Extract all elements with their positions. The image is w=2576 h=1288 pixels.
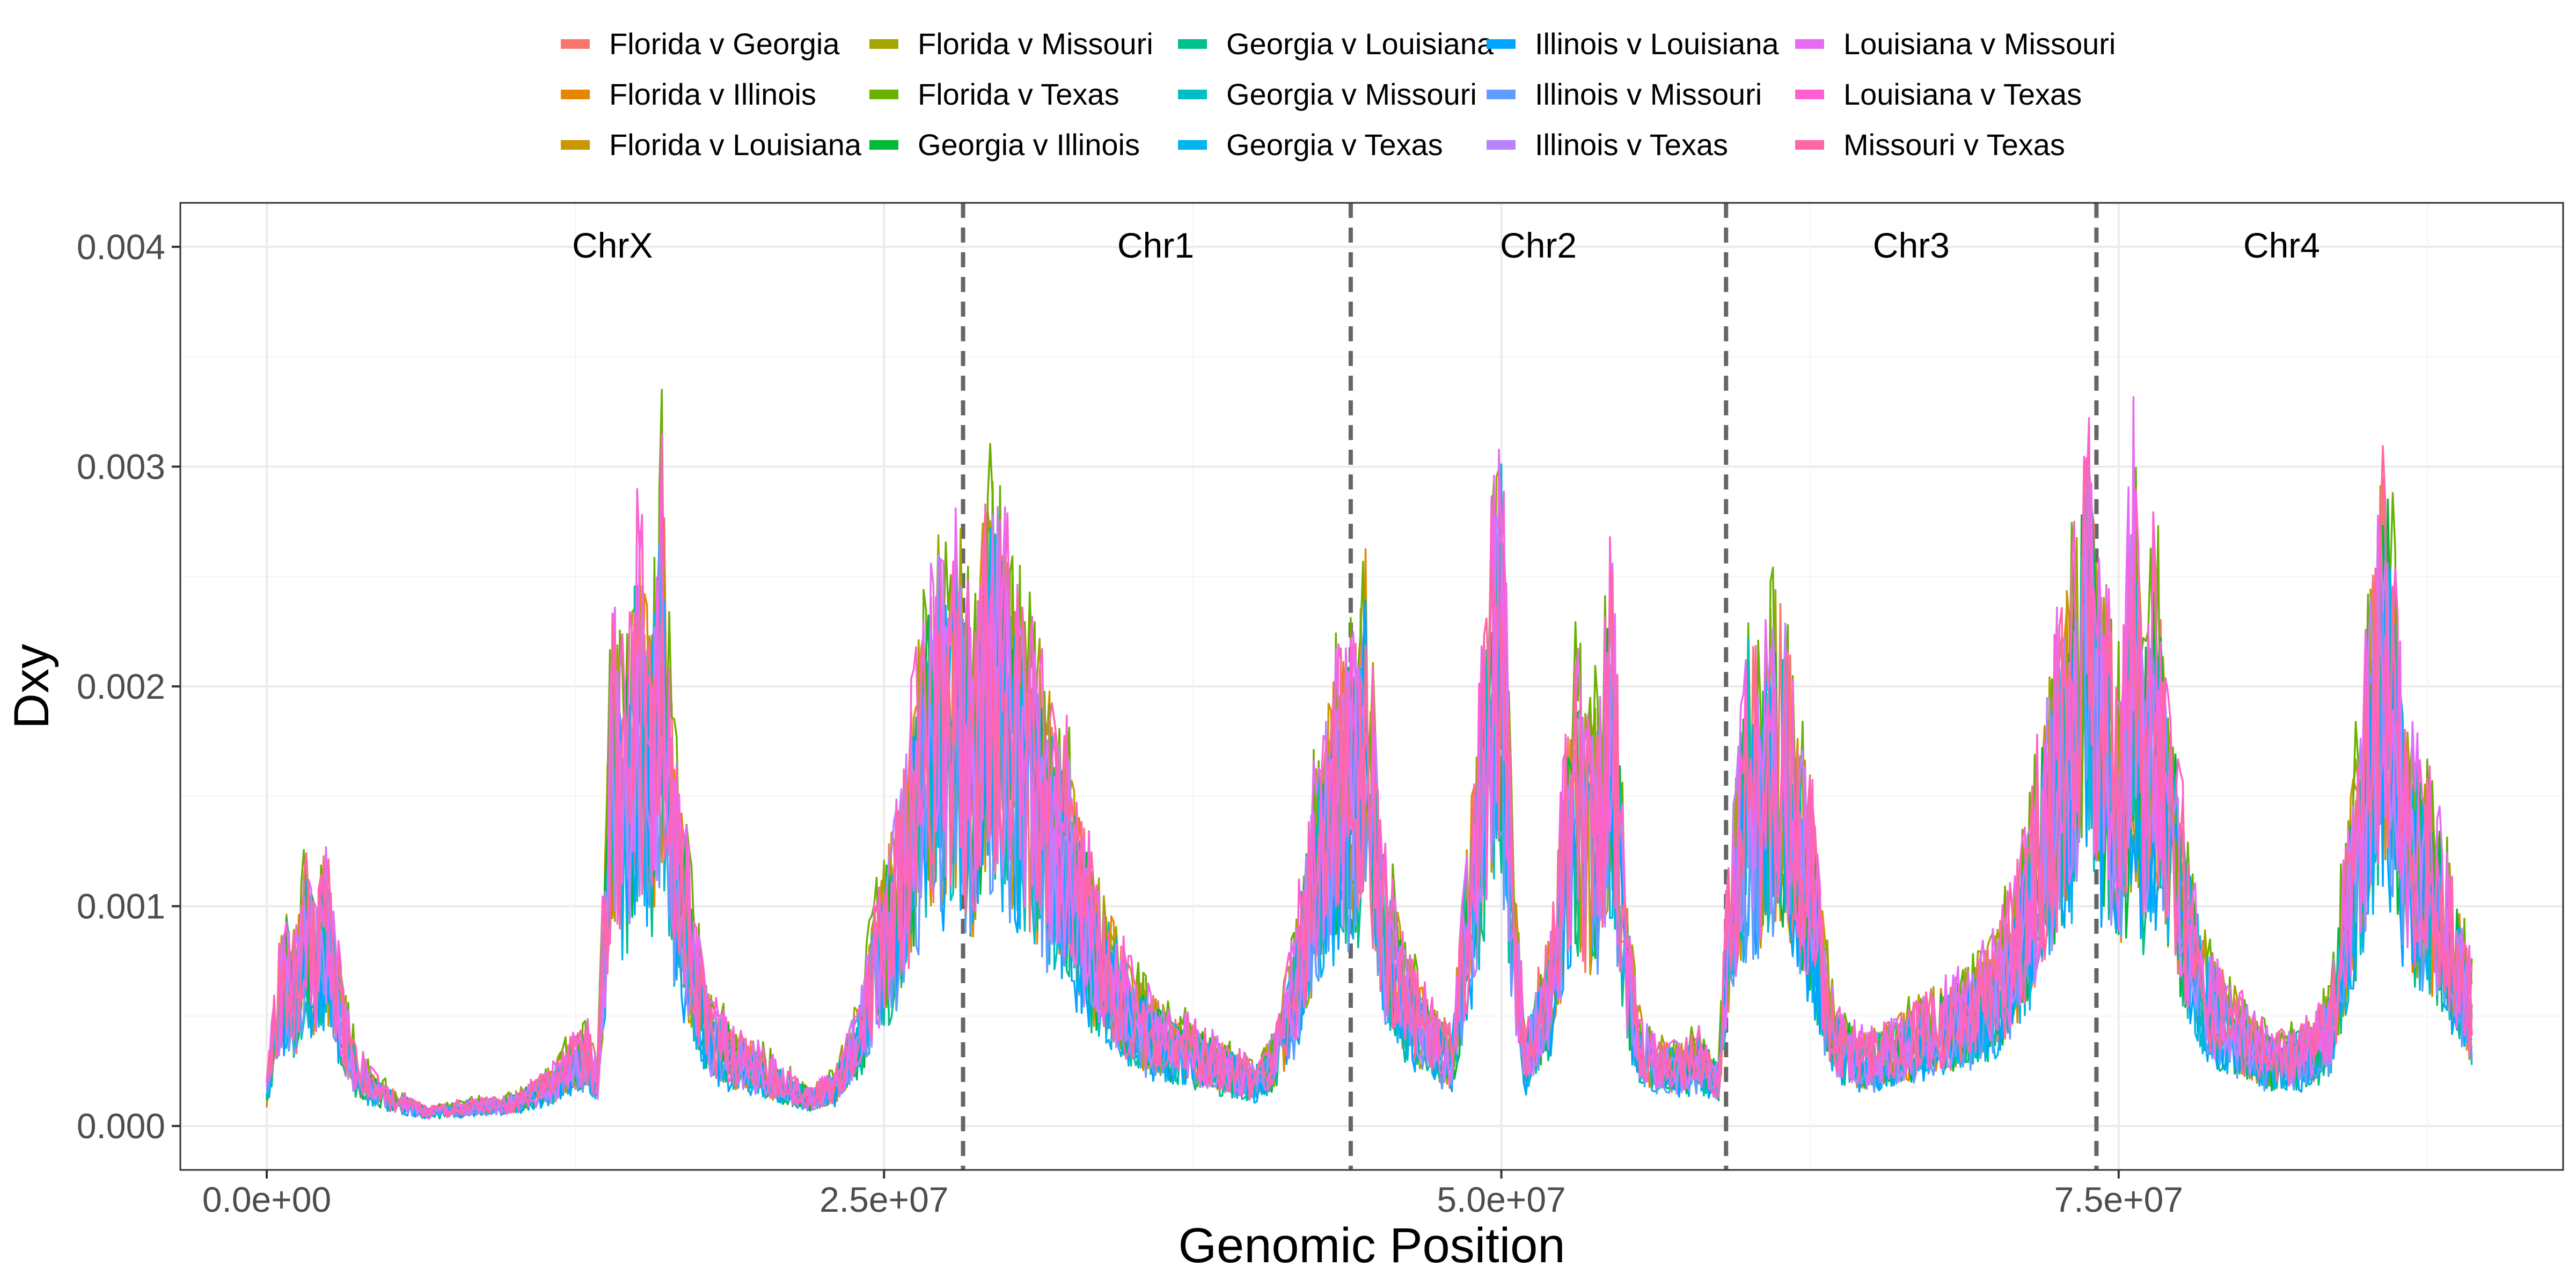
series-line bbox=[266, 445, 2473, 1118]
legend-label: Georgia v Texas bbox=[1226, 128, 1443, 162]
x-tick-label: 7.5e+07 bbox=[2054, 1180, 2183, 1219]
legend-label: Florida v Texas bbox=[918, 77, 1119, 111]
legend-item: Louisiana v Missouri bbox=[1795, 27, 2116, 61]
y-axis: 0.000 0.001 0.002 0.003 0.004 bbox=[77, 227, 180, 1146]
legend-item: Illinois v Louisiana bbox=[1487, 27, 1779, 61]
y-tick-label: 0.001 bbox=[77, 887, 165, 926]
legend-item: Georgia v Missouri bbox=[1178, 77, 1477, 111]
legend-item: Missouri v Texas bbox=[1795, 128, 2065, 162]
legend-label: Missouri v Texas bbox=[1843, 128, 2065, 162]
chromosome-labels: ChrX Chr1 Chr2 Chr3 Chr4 bbox=[572, 225, 2320, 265]
series-lines bbox=[266, 389, 2473, 1120]
chromosome-label: ChrX bbox=[572, 225, 653, 265]
legend-key bbox=[1487, 39, 1516, 49]
y-tick-label: 0.000 bbox=[77, 1106, 165, 1146]
chromosome-label: Chr1 bbox=[1117, 225, 1194, 265]
chromosome-label: Chr3 bbox=[1873, 225, 1950, 265]
legend-item: Florida v Louisiana bbox=[561, 128, 862, 162]
legend-key bbox=[869, 140, 898, 150]
legend: Florida v Georgia Florida v Illinois Flori… bbox=[561, 27, 2116, 162]
chromosome-label: Chr4 bbox=[2243, 225, 2320, 265]
x-tick-label: 0.0e+00 bbox=[202, 1180, 331, 1219]
legend-label: Georgia v Missouri bbox=[1226, 77, 1477, 111]
legend-key bbox=[1795, 39, 1824, 49]
legend-key bbox=[561, 39, 590, 49]
legend-label: Georgia v Louisiana bbox=[1226, 27, 1494, 61]
legend-key bbox=[561, 140, 590, 150]
legend-item: Florida v Illinois bbox=[561, 77, 816, 111]
legend-item: Florida v Texas bbox=[869, 77, 1119, 111]
legend-key bbox=[1178, 39, 1207, 49]
legend-key bbox=[1178, 140, 1207, 150]
legend-label: Florida v Missouri bbox=[918, 27, 1153, 61]
legend-label: Illinois v Louisiana bbox=[1535, 27, 1779, 61]
legend-label: Florida v Illinois bbox=[609, 77, 816, 111]
legend-item: Georgia v Louisiana bbox=[1178, 27, 1494, 61]
legend-item: Georgia v Illinois bbox=[869, 128, 1140, 162]
y-axis-title: Dxy bbox=[4, 644, 59, 729]
legend-label: Florida v Louisiana bbox=[609, 128, 862, 162]
legend-label: Georgia v Illinois bbox=[918, 128, 1140, 162]
y-tick-label: 0.004 bbox=[77, 227, 165, 267]
legend-label: Louisiana v Missouri bbox=[1843, 27, 2116, 61]
x-tick-label: 2.5e+07 bbox=[819, 1180, 948, 1219]
legend-item: Florida v Missouri bbox=[869, 27, 1153, 61]
legend-label: Florida v Georgia bbox=[609, 27, 840, 61]
legend-item: Louisiana v Texas bbox=[1795, 77, 2082, 111]
legend-key bbox=[1795, 90, 1824, 99]
legend-key bbox=[869, 90, 898, 99]
y-tick-label: 0.002 bbox=[77, 667, 165, 706]
legend-item: Illinois v Missouri bbox=[1487, 77, 1762, 111]
legend-key bbox=[1178, 90, 1207, 99]
y-tick-label: 0.003 bbox=[77, 447, 165, 486]
legend-item: Florida v Georgia bbox=[561, 27, 840, 61]
legend-label: Illinois v Texas bbox=[1535, 128, 1728, 162]
legend-key bbox=[1487, 140, 1516, 150]
legend-label: Louisiana v Texas bbox=[1843, 77, 2082, 111]
chromosome-label: Chr2 bbox=[1500, 225, 1577, 265]
legend-key bbox=[1795, 140, 1824, 150]
x-axis: 0.0e+00 2.5e+07 5.0e+07 7.5e+07 bbox=[202, 1170, 2183, 1219]
legend-item: Illinois v Texas bbox=[1487, 128, 1728, 162]
x-axis-title: Genomic Position bbox=[1179, 1218, 1565, 1273]
legend-item: Georgia v Texas bbox=[1178, 128, 1443, 162]
x-tick-label: 5.0e+07 bbox=[1437, 1180, 1565, 1219]
legend-key bbox=[869, 39, 898, 49]
legend-key bbox=[1487, 90, 1516, 99]
legend-label: Illinois v Missouri bbox=[1535, 77, 1762, 111]
legend-key bbox=[561, 90, 590, 99]
